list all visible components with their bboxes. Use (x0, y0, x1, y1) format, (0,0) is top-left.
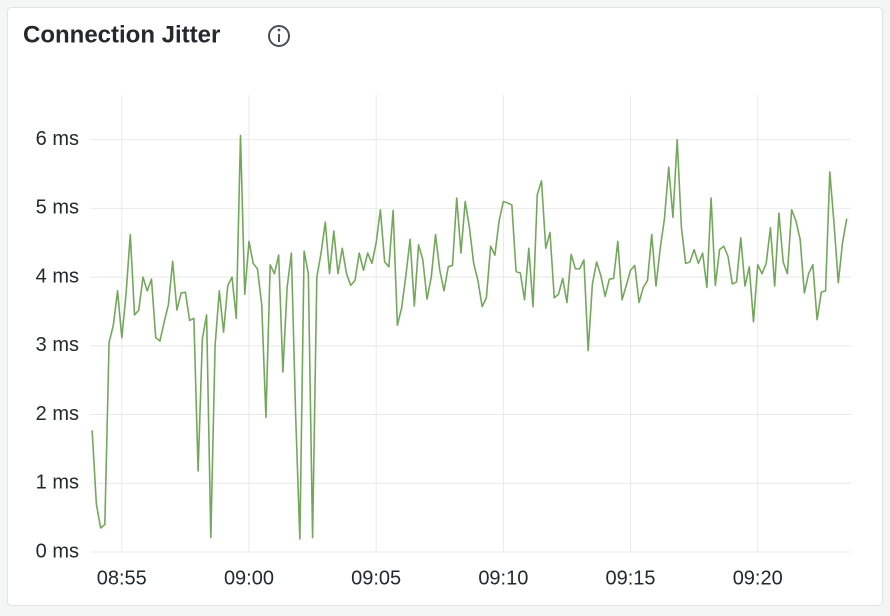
line (91, 134, 848, 540)
x-tick-label: 09:15 (606, 567, 656, 589)
info-icon[interactable] (268, 25, 290, 47)
x-tick-label: 09:10 (478, 567, 528, 589)
panel (7, 7, 883, 606)
y-tick-label: 6 ms (36, 128, 79, 150)
y-tick-label: 4 ms (36, 265, 79, 287)
x-tick-label: 09:00 (224, 567, 274, 589)
x-tick-label: 08:55 (97, 567, 147, 589)
y-tick-label: 1 ms (36, 472, 79, 494)
y-tick-label: 5 ms (36, 197, 79, 219)
y-tick-label: 2 ms (36, 403, 79, 425)
x-tick-label: 09:20 (733, 567, 783, 589)
chart-title: Connection Jitter (23, 21, 220, 48)
x-tick-label: 09:05 (351, 567, 401, 589)
y-tick-label: 3 ms (36, 334, 79, 356)
y-tick-label: 0 ms (36, 540, 79, 562)
